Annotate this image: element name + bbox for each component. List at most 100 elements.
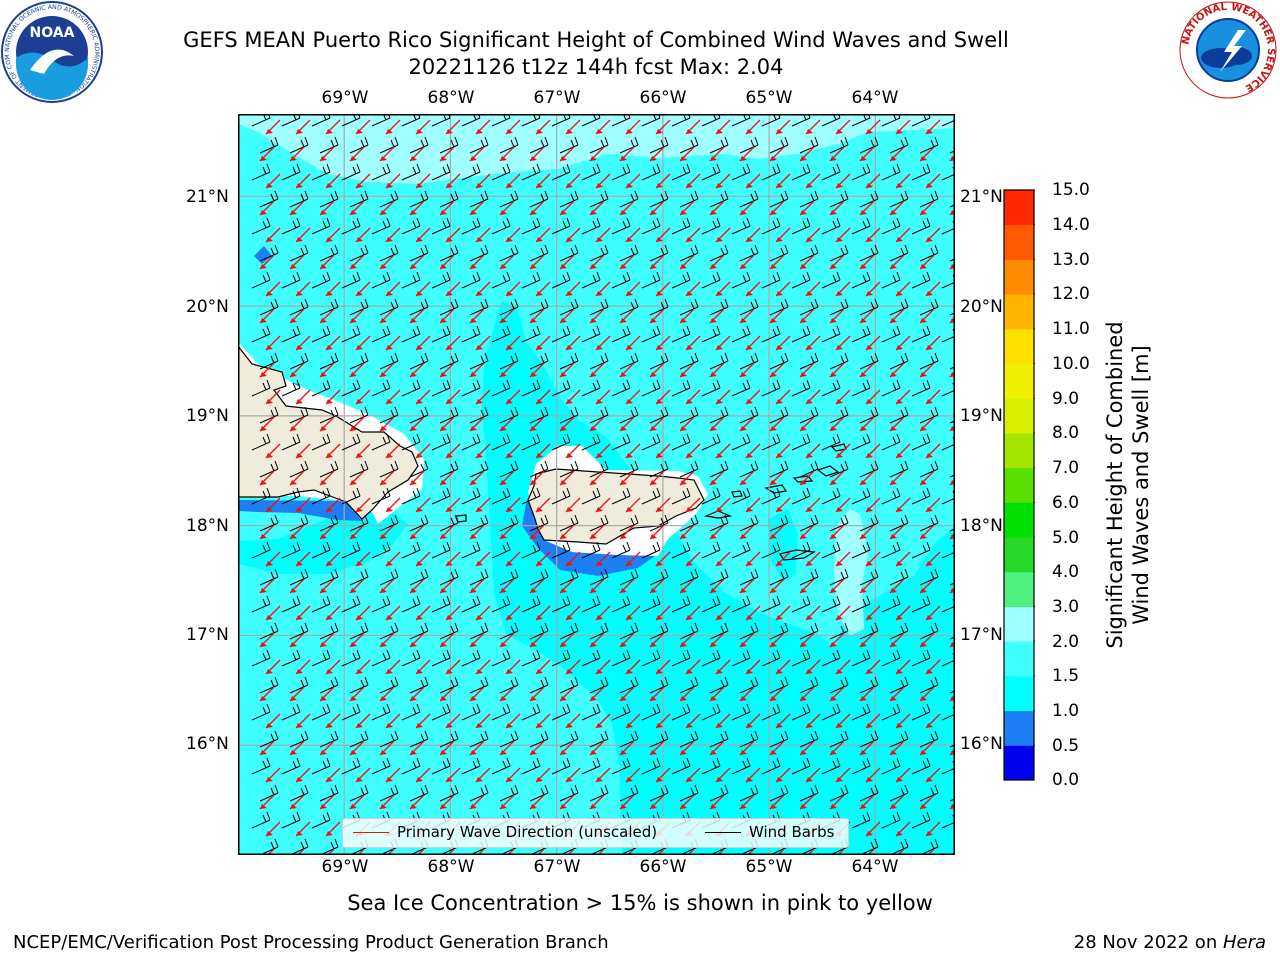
lat-label-left-17n: 17°N xyxy=(186,625,229,645)
wave-arrow xyxy=(355,281,371,297)
wind-barb xyxy=(679,298,699,316)
wind-barb xyxy=(889,298,909,316)
wave-arrow xyxy=(619,686,635,702)
wave-arrow-head xyxy=(410,318,417,323)
colorbar-tick-12: 10.0 xyxy=(1052,353,1090,374)
wind-barb-shape xyxy=(829,298,849,316)
wave-arrow-head xyxy=(836,723,843,728)
wave-arrow-head xyxy=(356,453,363,458)
wind-barb-shape xyxy=(851,811,871,829)
wave-arrow-head xyxy=(650,480,657,485)
wave-arrow-head xyxy=(890,426,897,431)
wind-barb-shape xyxy=(439,514,459,532)
wave-arrow-head xyxy=(920,588,927,593)
wave-arrow xyxy=(655,767,671,783)
wind-barb-shape xyxy=(889,190,909,208)
wave-arrow-head xyxy=(296,723,303,728)
wave-arrow-head xyxy=(356,291,363,296)
wave-arrow-head xyxy=(920,318,927,323)
wave-arrow xyxy=(769,470,785,486)
wave-arrow-head xyxy=(800,480,807,485)
wave-arrow-head xyxy=(860,318,867,323)
wind-barb-shape xyxy=(371,433,391,451)
wave-arrow-head xyxy=(740,264,747,269)
wind-barb-shape xyxy=(649,244,669,262)
wind-barb-shape xyxy=(701,541,721,559)
wave-arrow-head xyxy=(386,345,393,350)
wave-arrow xyxy=(919,794,935,810)
wind-barb xyxy=(679,784,699,802)
wave-arrow-head xyxy=(416,291,423,296)
sea-1-5-2-0-field xyxy=(238,114,955,855)
wind-barb-shape xyxy=(791,163,811,181)
colorbar-tick-16: 14.0 xyxy=(1052,214,1090,235)
wind-barb xyxy=(701,217,721,235)
wind-barb xyxy=(769,298,789,316)
wind-barb-shape xyxy=(259,676,279,694)
wave-arrow xyxy=(505,173,521,189)
wind-barb xyxy=(851,325,871,343)
wave-arrow-head xyxy=(740,372,747,377)
wind-barb-shape xyxy=(311,811,331,829)
wind-barb-shape xyxy=(731,271,751,289)
wave-arrow-head xyxy=(536,777,543,782)
wind-barb-shape xyxy=(499,784,519,802)
wave-arrow-head xyxy=(896,723,903,728)
wind-barb xyxy=(341,163,361,181)
wind-barb xyxy=(311,433,331,451)
wave-arrow-head xyxy=(386,723,393,728)
wind-barb xyxy=(251,163,271,181)
wave-arrow xyxy=(709,200,725,216)
wave-arrow xyxy=(325,281,341,297)
wind-barb xyxy=(851,433,871,451)
colorbar-segment xyxy=(1004,710,1034,746)
wind-barb xyxy=(919,622,939,640)
wind-barb xyxy=(761,325,781,343)
wave-arrow xyxy=(295,767,311,783)
wave-arrow xyxy=(799,416,815,432)
wind-barb xyxy=(311,649,331,667)
wave-arrow xyxy=(289,524,305,540)
wave-arrow xyxy=(289,686,305,702)
wind-barb xyxy=(919,730,939,748)
wind-barb-shape xyxy=(551,379,571,397)
wind-barb xyxy=(341,325,361,343)
wind-barb-shape xyxy=(439,784,459,802)
wave-arrow xyxy=(415,713,431,729)
wind-barb xyxy=(911,595,931,613)
wind-barb-shape xyxy=(829,514,849,532)
wave-arrow xyxy=(889,308,905,324)
wind-barb xyxy=(769,568,789,586)
wind-barb-shape xyxy=(731,757,751,775)
wind-barb-shape xyxy=(589,136,609,154)
wave-arrow xyxy=(865,443,881,459)
wind-barb-shape xyxy=(619,730,639,748)
wind-barb-shape xyxy=(671,379,691,397)
wave-arrow xyxy=(325,551,341,567)
wind-barb-shape xyxy=(799,514,819,532)
wind-barb-shape xyxy=(649,514,669,532)
wave-arrow-head xyxy=(770,588,777,593)
wind-barb xyxy=(709,406,729,424)
wave-arrow xyxy=(865,497,881,513)
wave-arrow-head xyxy=(650,264,657,269)
wind-barb xyxy=(889,622,909,640)
wave-arrow-shaft xyxy=(837,848,845,855)
wave-arrow xyxy=(889,146,905,162)
wind-barb xyxy=(469,352,489,370)
wave-arrow xyxy=(679,578,695,594)
wave-arrow xyxy=(355,659,371,675)
wave-arrow xyxy=(685,713,701,729)
wave-arrow xyxy=(649,740,665,756)
wave-arrow xyxy=(319,254,335,270)
wave-arrow-head xyxy=(650,534,657,539)
wind-barb-shape xyxy=(259,784,279,802)
wind-barb xyxy=(709,298,729,316)
wave-arrow xyxy=(805,173,821,189)
wave-arrow-head xyxy=(800,372,807,377)
wind-barb-shape xyxy=(911,487,931,505)
wind-barb-shape xyxy=(701,595,721,613)
wind-barb-shape xyxy=(431,271,451,289)
wave-arrow xyxy=(385,443,401,459)
wave-arrow-head xyxy=(560,426,567,431)
